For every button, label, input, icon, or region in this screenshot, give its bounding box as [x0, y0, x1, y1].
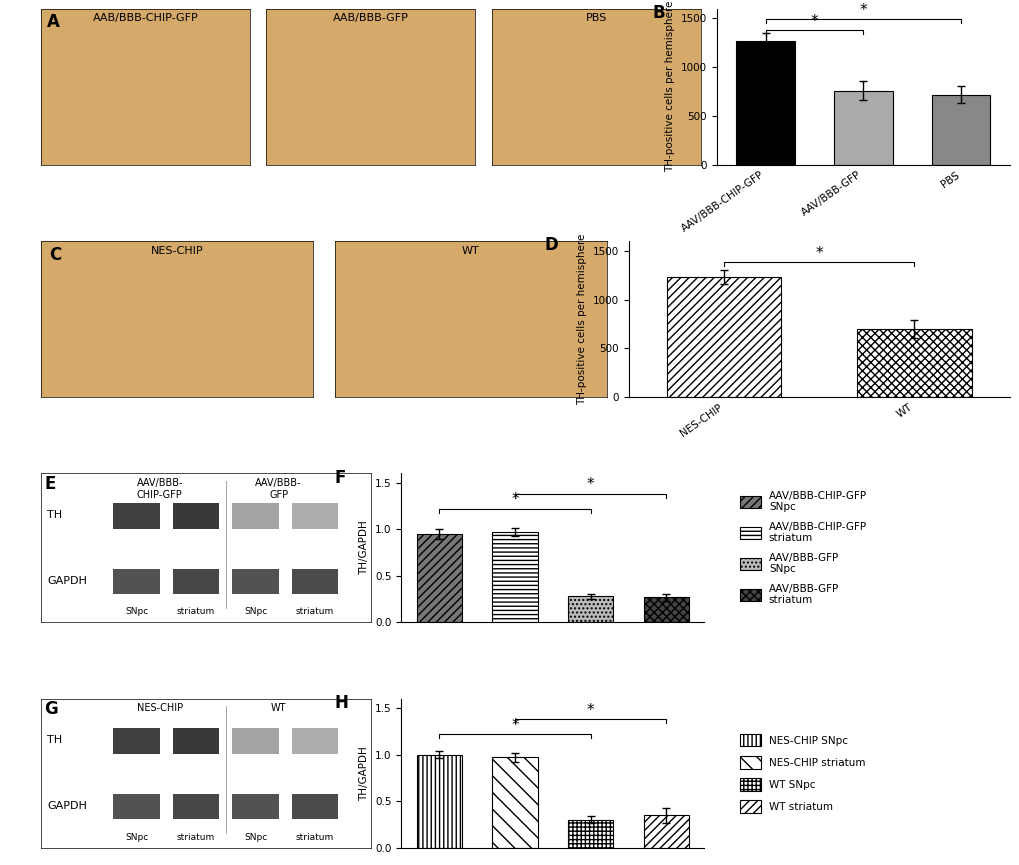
Text: B: B [652, 4, 664, 22]
Text: SNpc: SNpc [244, 607, 267, 617]
Bar [113, 569, 160, 594]
Text: GAPDH: GAPDH [47, 576, 88, 586]
Text: H: H [334, 695, 348, 712]
Text: GAPDH: GAPDH [47, 801, 88, 811]
Text: striatum: striatum [296, 833, 334, 842]
Bar [173, 794, 219, 819]
Bar [291, 503, 337, 529]
Text: AAB/BBB-GFP: AAB/BBB-GFP [332, 13, 409, 23]
Bar [113, 728, 160, 753]
Text: C: C [49, 246, 61, 264]
Bar [416, 754, 462, 848]
Text: *: * [586, 702, 594, 718]
Text: striatum: striatum [176, 833, 215, 842]
Bar [113, 503, 160, 529]
Bar [568, 820, 612, 848]
Bar [173, 728, 219, 753]
Text: *: * [586, 477, 594, 492]
Bar [736, 41, 794, 164]
Text: striatum: striatum [176, 607, 215, 617]
Text: AAB/BBB-CHIP-GFP: AAB/BBB-CHIP-GFP [93, 13, 198, 23]
Bar [291, 794, 337, 819]
Text: TH: TH [47, 735, 62, 746]
Text: NES-CHIP: NES-CHIP [137, 703, 182, 713]
Text: AAV/BBB-: AAV/BBB- [137, 477, 182, 488]
Y-axis label: TH/GAPDH: TH/GAPDH [359, 746, 369, 801]
Text: SNpc: SNpc [125, 607, 148, 617]
Bar [492, 532, 537, 623]
Text: AAV/BBB-: AAV/BBB- [255, 477, 302, 488]
Bar [643, 597, 689, 623]
Bar [857, 329, 971, 397]
Text: WT: WT [462, 246, 479, 256]
Text: SNpc: SNpc [244, 833, 267, 842]
Text: *: * [810, 14, 817, 29]
Bar [113, 794, 160, 819]
Bar [643, 815, 689, 848]
Bar [666, 277, 781, 397]
Text: D: D [544, 236, 558, 254]
Text: F: F [334, 469, 345, 487]
Text: NES-CHIP: NES-CHIP [151, 246, 203, 256]
Bar [232, 728, 278, 753]
Text: PBS: PBS [585, 13, 606, 23]
Text: TH: TH [47, 510, 62, 520]
Bar [173, 569, 219, 594]
Text: *: * [814, 246, 822, 261]
Bar [416, 534, 462, 623]
Text: *: * [511, 718, 519, 733]
Bar [291, 569, 337, 594]
Text: *: * [511, 492, 519, 507]
Text: G: G [44, 700, 58, 718]
Bar [568, 596, 612, 623]
Bar [173, 503, 219, 529]
Bar [232, 569, 278, 594]
Text: WT: WT [271, 703, 286, 713]
Text: E: E [44, 475, 55, 493]
Legend: NES-CHIP SNpc, NES-CHIP striatum, WT SNpc, WT striatum: NES-CHIP SNpc, NES-CHIP striatum, WT SNp… [739, 734, 864, 813]
Text: CHIP-GFP: CHIP-GFP [137, 490, 182, 500]
Text: A: A [47, 13, 60, 31]
Bar [232, 794, 278, 819]
Text: *: * [859, 3, 866, 18]
Bar [492, 758, 537, 848]
Text: striatum: striatum [296, 607, 334, 617]
Text: SNpc: SNpc [125, 833, 148, 842]
Legend: AAV/BBB-CHIP-GFP
SNpc, AAV/BBB-CHIP-GFP
striatum, AAV/BBB-GFP
SNpc, AAV/BBB-GFP
: AAV/BBB-CHIP-GFP SNpc, AAV/BBB-CHIP-GFP … [739, 490, 866, 605]
Y-axis label: TH/GAPDH: TH/GAPDH [359, 521, 369, 575]
Bar [232, 503, 278, 529]
Text: GFP: GFP [269, 490, 288, 500]
Bar [834, 91, 892, 164]
Y-axis label: TH-positive cells per hemisphere: TH-positive cells per hemisphere [577, 234, 587, 405]
Y-axis label: TH-positive cells per hemisphere: TH-positive cells per hemisphere [664, 1, 675, 172]
Bar [930, 94, 989, 164]
Bar [291, 728, 337, 753]
